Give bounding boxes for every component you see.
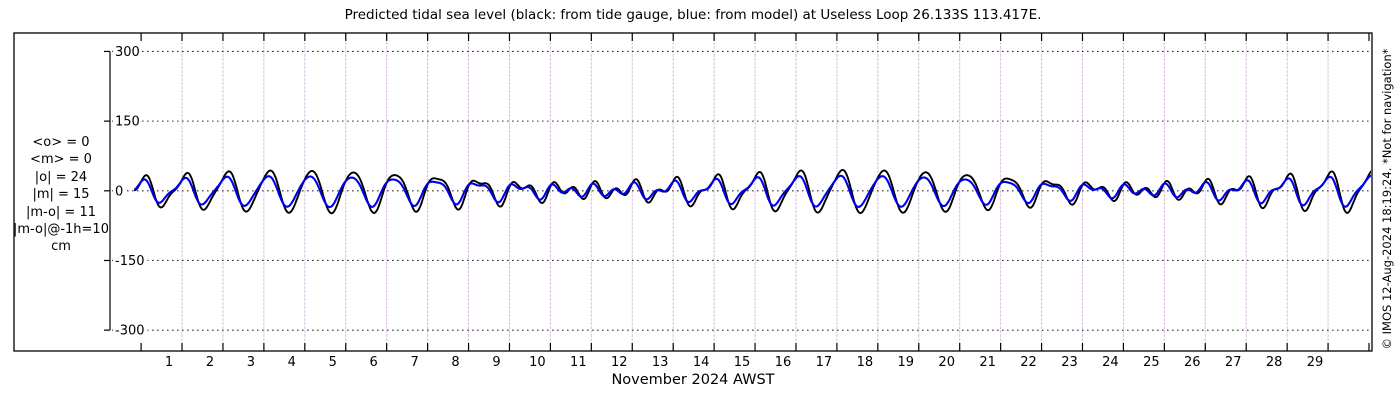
- y-tick-label: 150: [115, 115, 140, 130]
- x-tick-label: 15: [734, 355, 751, 370]
- chart-title: Predicted tidal sea level (black: from t…: [344, 7, 1042, 23]
- stat-line: |o| = 24: [34, 169, 88, 185]
- x-tick-label: 13: [652, 355, 669, 370]
- x-tick-label: 11: [570, 355, 587, 370]
- y-tick-label: 0: [115, 184, 123, 199]
- x-tick-label: 16: [775, 355, 792, 370]
- y-tick-label: -300: [115, 324, 145, 339]
- x-tick-label: 3: [247, 355, 255, 370]
- y-tick-label-bg: [113, 182, 125, 199]
- y-tick-label-bg: [113, 113, 140, 130]
- x-tick-label: 6: [370, 355, 378, 370]
- x-tick-label: 14: [693, 355, 710, 370]
- x-tick-label: 20: [938, 355, 955, 370]
- x-tick-label: 28: [1266, 355, 1283, 370]
- x-tick-label: 7: [410, 355, 418, 370]
- stat-line: <o> = 0: [32, 135, 90, 150]
- x-tick-label: 18: [857, 355, 874, 370]
- x-tick-label: 26: [1184, 355, 1201, 370]
- plot-frame: [13, 32, 1373, 352]
- x-tick-label: 29: [1307, 355, 1324, 370]
- x-tick-label: 22: [1020, 355, 1037, 370]
- model-tide-line: [133, 174, 1371, 209]
- x-tick-label: 19: [897, 355, 914, 370]
- x-axis-title: November 2024 AWST: [611, 372, 775, 388]
- x-tick-label: 24: [1102, 355, 1119, 370]
- x-tick-label: 9: [492, 355, 500, 370]
- x-tick-label: 10: [529, 355, 546, 370]
- x-tick-label: 25: [1143, 355, 1160, 370]
- x-tick-label: 17: [816, 355, 833, 370]
- x-tick-label: 1: [165, 355, 173, 370]
- x-tick-label: 23: [1061, 355, 1078, 370]
- stat-line: |m| = 15: [32, 187, 90, 203]
- y-tick-label-bg: [113, 322, 148, 339]
- x-tick-label: 27: [1225, 355, 1242, 370]
- stat-line: cm: [51, 239, 71, 255]
- x-tick-label: 12: [611, 355, 628, 370]
- x-tick-label: 5: [329, 355, 337, 370]
- y-tick-label: -150: [115, 254, 145, 269]
- x-tick-label: 4: [288, 355, 296, 370]
- watermark-credit: © IMOS 12-Aug-2024 18:19:24. *Not for na…: [1380, 48, 1394, 350]
- stat-line: <m> = 0: [30, 152, 92, 168]
- x-tick-label: 21: [979, 355, 996, 370]
- stats-block: <o> = 0 <m> = 0 |o| = 24 |m| = 15 |m-o| = 11…: [8, 134, 114, 256]
- x-tick-label: 8: [451, 355, 459, 370]
- x-tick-label: 2: [206, 355, 214, 370]
- stat-line: |m-o|@-1h=10: [13, 222, 109, 238]
- y-tick-label: 300: [115, 45, 140, 60]
- y-tick-label-bg: [113, 43, 140, 60]
- y-tick-label-bg: [113, 252, 148, 269]
- stat-line: |m-o| = 11: [25, 204, 96, 220]
